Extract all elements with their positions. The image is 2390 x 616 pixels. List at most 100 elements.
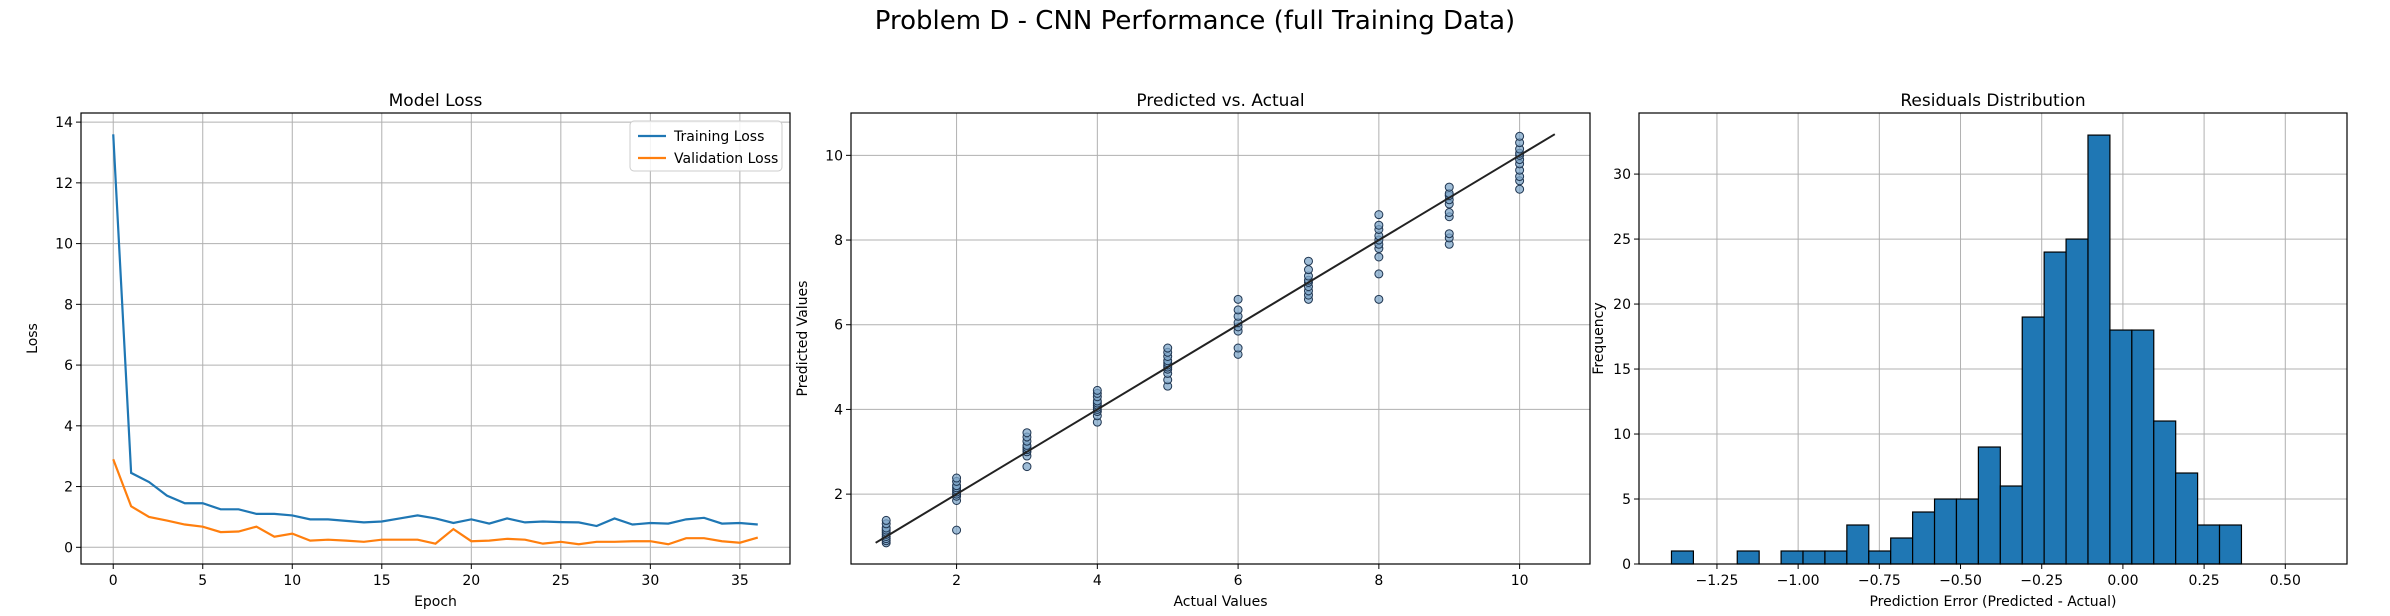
x-tick-label: 15 (373, 573, 391, 589)
histogram-bar (1868, 550, 1892, 565)
y-tick-label: 10 (1613, 427, 1631, 443)
histogram-bar (1780, 550, 1804, 565)
histogram-bar (1824, 550, 1848, 565)
x-axis-label: Actual Values (1173, 594, 1267, 610)
y-tick-label: 14 (55, 115, 73, 131)
x-tick-label: −1.00 (1777, 573, 1820, 589)
axes-frame (850, 112, 1591, 565)
panel-title: Model Loss (389, 91, 483, 111)
x-tick-label: −0.50 (1939, 573, 1982, 589)
y-tick-label: 2 (64, 480, 73, 496)
scatter-point (1022, 428, 1032, 438)
scatter-point (1515, 131, 1525, 141)
y-axis-label: Predicted Values (795, 281, 811, 397)
histogram-bar (2218, 524, 2243, 565)
plot-marks (1670, 134, 2243, 565)
histogram-bar (2197, 524, 2221, 565)
y-axis-label: Loss (25, 323, 41, 354)
x-tick-label: 5 (198, 573, 207, 589)
legend-label: Training Loss (673, 129, 764, 145)
x-tick-label: 2 (952, 573, 961, 589)
histogram-bar (2131, 329, 2155, 565)
x-axis-label: Prediction Error (Predicted - Actual) (1869, 594, 2116, 610)
panel-residuals-distribution: Residuals Distribution Prediction Error … (1591, 91, 2348, 610)
scatter-point (881, 515, 891, 525)
scatter-point (1233, 294, 1243, 304)
series-line-validation-loss (112, 458, 759, 546)
x-axis-label: Epoch (414, 594, 457, 610)
x-tick-label: 8 (1374, 573, 1383, 589)
y-tick-label: 8 (834, 233, 843, 249)
plot-marks (112, 134, 759, 546)
y-tick-label: 25 (1613, 232, 1631, 248)
y-tick-label: 30 (1613, 167, 1631, 183)
scatter-point (1092, 385, 1102, 395)
y-axis-label: Frequency (1591, 302, 1607, 374)
scatter-point (1163, 343, 1173, 353)
axes: 2 4 6 8 10 2 4 6 8 10 (825, 112, 1591, 589)
histogram-bar (1846, 524, 1870, 565)
scatter-point (1303, 256, 1313, 266)
panel-title: Predicted vs. Actual (1136, 91, 1304, 111)
x-tick-label: 0.25 (2189, 573, 2220, 589)
histogram-bar (1977, 446, 2001, 565)
scatter-point (1444, 229, 1454, 239)
y-tick-label: 5 (1622, 492, 1631, 508)
scatter-point (952, 525, 962, 535)
histogram-bar (2109, 329, 2133, 565)
x-tick-label: 4 (1093, 573, 1102, 589)
scatter-point (1444, 182, 1454, 192)
reference-line (875, 133, 1556, 544)
y-tick-label: 0 (1622, 557, 1631, 573)
y-tick-label: 20 (1613, 297, 1631, 313)
x-tick-label: 0.50 (2270, 573, 2301, 589)
x-tick-label: 0 (109, 573, 118, 589)
y-tick-label: 4 (64, 419, 73, 435)
x-tick-label: 20 (462, 573, 480, 589)
panel-predicted-vs-actual: Predicted vs. Actual Actual Values Predi… (795, 91, 1591, 610)
scatter-point (1233, 305, 1243, 315)
panel-model-loss: Model Loss Epoch Loss 0 5 10 15 20 25 30 35 0 2 4 6… (25, 91, 791, 610)
x-tick-label: −0.25 (2020, 573, 2063, 589)
legend-box (629, 120, 783, 172)
histogram-bar (2175, 472, 2199, 565)
axes: 0 5 10 15 20 25 30 35 0 2 4 6 8 10 12 14 (55, 112, 791, 589)
scatter-point (1374, 210, 1384, 220)
y-tick-label: 10 (55, 237, 73, 253)
scatter-point (1374, 252, 1384, 262)
y-tick-label: 4 (834, 402, 843, 418)
scatter-point (1374, 269, 1384, 279)
y-tick-label: 0 (64, 540, 73, 556)
y-tick-label: 12 (55, 176, 73, 192)
axes-frame (1638, 112, 2348, 565)
scatter-point (1444, 208, 1454, 218)
scatter-point (952, 473, 962, 483)
histogram-bar (2065, 238, 2089, 565)
scatter-point (1374, 294, 1384, 304)
y-tick-label: 8 (64, 297, 73, 313)
legend: Training Loss Validation Loss (629, 120, 783, 172)
x-tick-label: −0.75 (1858, 573, 1901, 589)
x-tick-label: 25 (552, 573, 570, 589)
panel-title: Residuals Distribution (1900, 91, 2085, 111)
series-line-training-loss (112, 134, 758, 528)
histogram-bar (2021, 316, 2045, 565)
x-tick-label: 10 (283, 573, 301, 589)
histogram-bar (2153, 420, 2177, 565)
y-tick-label: 2 (834, 487, 843, 503)
scatter-point (1515, 184, 1525, 194)
histogram-bar (1933, 498, 1958, 565)
scatter-point (1374, 220, 1384, 230)
y-tick-label: 10 (825, 148, 843, 164)
x-tick-label: 6 (1234, 573, 1243, 589)
histogram-bar (2043, 251, 2067, 565)
y-tick-label: 6 (64, 358, 73, 374)
x-tick-label: 10 (1511, 573, 1529, 589)
scatter-point (1022, 462, 1032, 472)
axes-frame (80, 112, 791, 565)
x-tick-label: −1.25 (1695, 573, 1738, 589)
grid-lines (81, 113, 790, 564)
plot-marks (875, 131, 1556, 548)
histogram-bar (1999, 485, 2023, 565)
